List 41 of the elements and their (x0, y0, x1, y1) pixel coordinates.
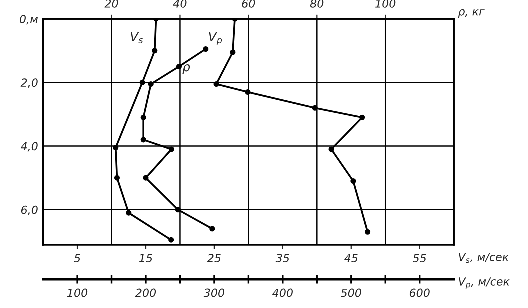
x-tick-label: 5 (74, 254, 80, 262)
y-tick-label: 4,0 (20, 142, 38, 152)
x-tick-label: 25 (207, 254, 221, 262)
x-tick-label: 45 (344, 254, 358, 262)
point (168, 237, 174, 243)
x2-tick-label: 40 (173, 0, 187, 8)
x2-axis-title: ρ, кг (458, 9, 485, 18)
y-tick-label: 0,м (20, 15, 38, 25)
point (312, 105, 318, 111)
series-label: V$_{p}$ (209, 32, 222, 46)
x-tick-label: 100 (67, 288, 88, 298)
point (350, 178, 356, 184)
point (365, 229, 371, 235)
x-tick-label: 500 (341, 288, 362, 298)
x-tick-label: 600 (410, 288, 430, 298)
y-tick-label: 6,0 (21, 206, 38, 216)
x-tick-label: 15 (139, 254, 152, 262)
point (214, 82, 220, 88)
point (360, 114, 366, 120)
x-axis-title: V$_{p}$, м/сек (459, 278, 510, 290)
x-tick-label: 300 (204, 288, 224, 298)
point (245, 89, 251, 96)
point (113, 145, 119, 151)
x2-tick-label: 100 (376, 0, 396, 8)
point (140, 80, 146, 86)
x-tick-label: 55 (413, 254, 426, 262)
x-tick-label: 200 (135, 288, 156, 298)
point (126, 210, 132, 216)
x2-tick-label: 80 (310, 0, 324, 8)
x-tick-label: 35 (276, 254, 290, 262)
point (152, 48, 158, 54)
x2-tick-label: 60 (242, 0, 256, 8)
point (328, 146, 334, 152)
point (230, 50, 236, 56)
series-label: ρ (182, 64, 190, 74)
x-tick-label: 400 (272, 288, 293, 298)
point (114, 175, 120, 181)
y-tick-label: 2,0 (20, 78, 38, 88)
x2-tick-label: 20 (104, 0, 118, 8)
x-axis-title: V$_{s}$, м/сек (459, 253, 510, 264)
series-label: V$_{s}$ (130, 32, 144, 44)
